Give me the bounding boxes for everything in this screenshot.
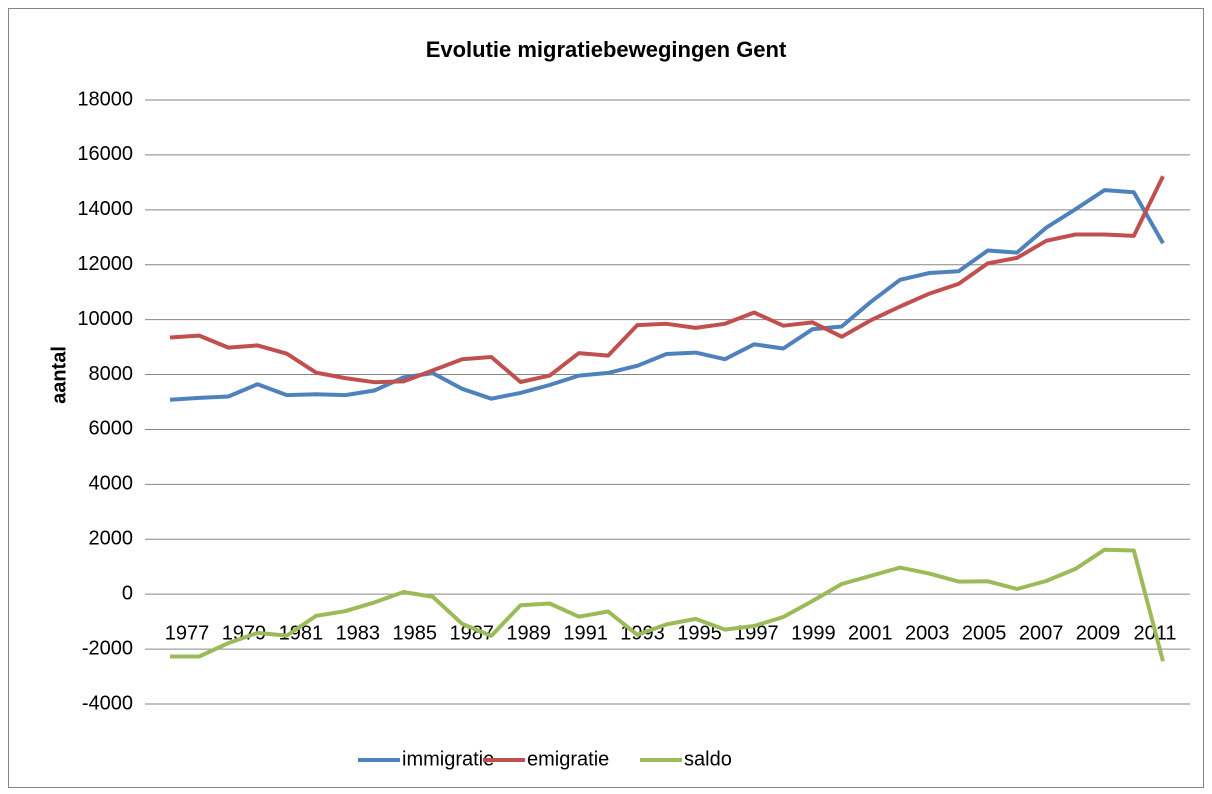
x-tick-label: 1989: [506, 622, 551, 644]
x-tick-label: 1981: [279, 622, 324, 644]
y-tick-label: 8000: [89, 363, 134, 385]
line-series: [170, 547, 1165, 662]
y-tick-label: 16000: [77, 143, 133, 165]
x-tick-label: 2005: [962, 622, 1007, 644]
y-tick-label: 18000: [77, 88, 133, 110]
x-tick-label: 1985: [393, 622, 438, 644]
x-tick-label: 1995: [677, 622, 722, 644]
x-tick-label: 1987: [449, 622, 494, 644]
y-tick-label: 10000: [77, 308, 133, 330]
line-series: [169, 188, 1165, 402]
x-tick-label: 1977: [165, 622, 210, 644]
y-axis-title: aantal: [48, 346, 70, 404]
x-tick-label: 1991: [563, 622, 608, 644]
line-series: [169, 175, 1165, 385]
y-tick-label: 14000: [77, 198, 133, 220]
legend-label: emigratie: [527, 748, 609, 770]
y-tick-label: -2000: [82, 637, 133, 659]
y-tick-label: 0: [122, 582, 133, 604]
legend-label: saldo: [684, 748, 732, 770]
legend-label: immigratie: [402, 748, 494, 770]
x-tick-label: 1999: [791, 622, 836, 644]
y-tick-label: -4000: [82, 692, 133, 714]
x-tick-label: 2001: [848, 622, 893, 644]
y-tick-label: 12000: [77, 253, 133, 275]
x-tick-label: 2003: [905, 622, 950, 644]
y-tick-label: 2000: [89, 528, 134, 550]
x-tick-label: 2007: [1019, 622, 1064, 644]
y-tick-label: 4000: [89, 473, 134, 495]
x-tick-label: 1983: [336, 622, 381, 644]
chart-title: Evolutie migratiebewegingen Gent: [426, 37, 787, 62]
x-tick-label: 2009: [1076, 622, 1121, 644]
x-tick-label: 1979: [222, 622, 267, 644]
y-tick-label: 6000: [89, 418, 134, 440]
